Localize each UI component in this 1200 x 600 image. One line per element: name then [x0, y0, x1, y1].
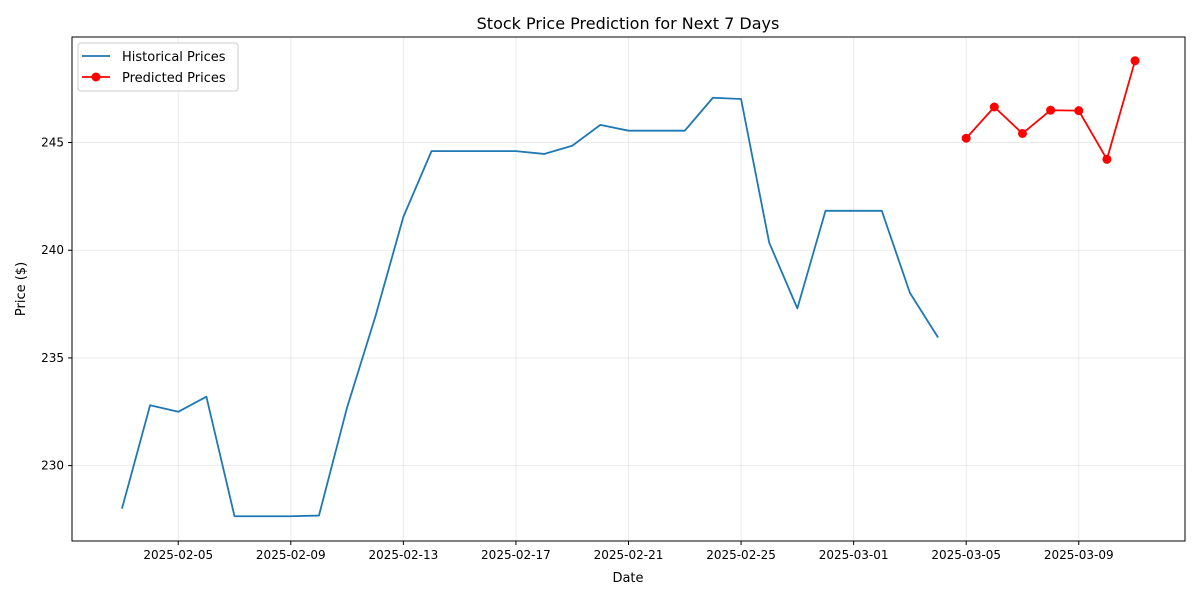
x-tick-label: 2025-02-13 — [368, 548, 438, 562]
predicted-prices-point — [1102, 154, 1112, 164]
y-tick-label: 235 — [41, 351, 64, 365]
predicted-prices-point — [1046, 105, 1056, 115]
y-tick-label: 240 — [41, 243, 64, 257]
x-tick-label: 2025-03-01 — [819, 548, 889, 562]
predicted-prices-point — [1130, 56, 1140, 66]
predicted-prices-point — [1017, 128, 1027, 138]
historical-prices-line — [121, 96, 939, 518]
x-tick-label: 2025-02-25 — [706, 548, 776, 562]
y-tick-label: 230 — [41, 459, 64, 473]
grid — [72, 37, 1185, 541]
series-layer — [121, 56, 1140, 518]
x-axis-label: Date — [612, 571, 643, 586]
legend-predicted-label: Predicted Prices — [122, 71, 226, 86]
x-tick-label: 2025-03-09 — [1044, 548, 1114, 562]
x-tick-label: 2025-02-21 — [594, 548, 664, 562]
y-axis-label: Price ($) — [14, 262, 29, 316]
chart-title: Stock Price Prediction for Next 7 Days — [477, 14, 780, 33]
legend-box — [77, 42, 239, 92]
predicted-prices-point — [989, 102, 999, 112]
x-tick-label: 2025-03-05 — [931, 548, 1001, 562]
x-tick-label: 2025-02-05 — [143, 548, 213, 562]
legend-predicted-marker — [91, 72, 101, 82]
legend-historical-label: Historical Prices — [122, 50, 226, 65]
predicted-prices-point — [961, 133, 971, 143]
predicted-prices-point — [1074, 106, 1084, 116]
axis-ticks: 2025-02-05 2025-02-09 2025-02-13 2025-02-17… — [41, 136, 1114, 562]
legend: Historical Prices Predicted Prices — [77, 42, 239, 92]
y-tick-label: 245 — [41, 136, 64, 150]
x-tick-label: 2025-02-09 — [256, 548, 326, 562]
x-tick-label: 2025-02-17 — [481, 548, 551, 562]
